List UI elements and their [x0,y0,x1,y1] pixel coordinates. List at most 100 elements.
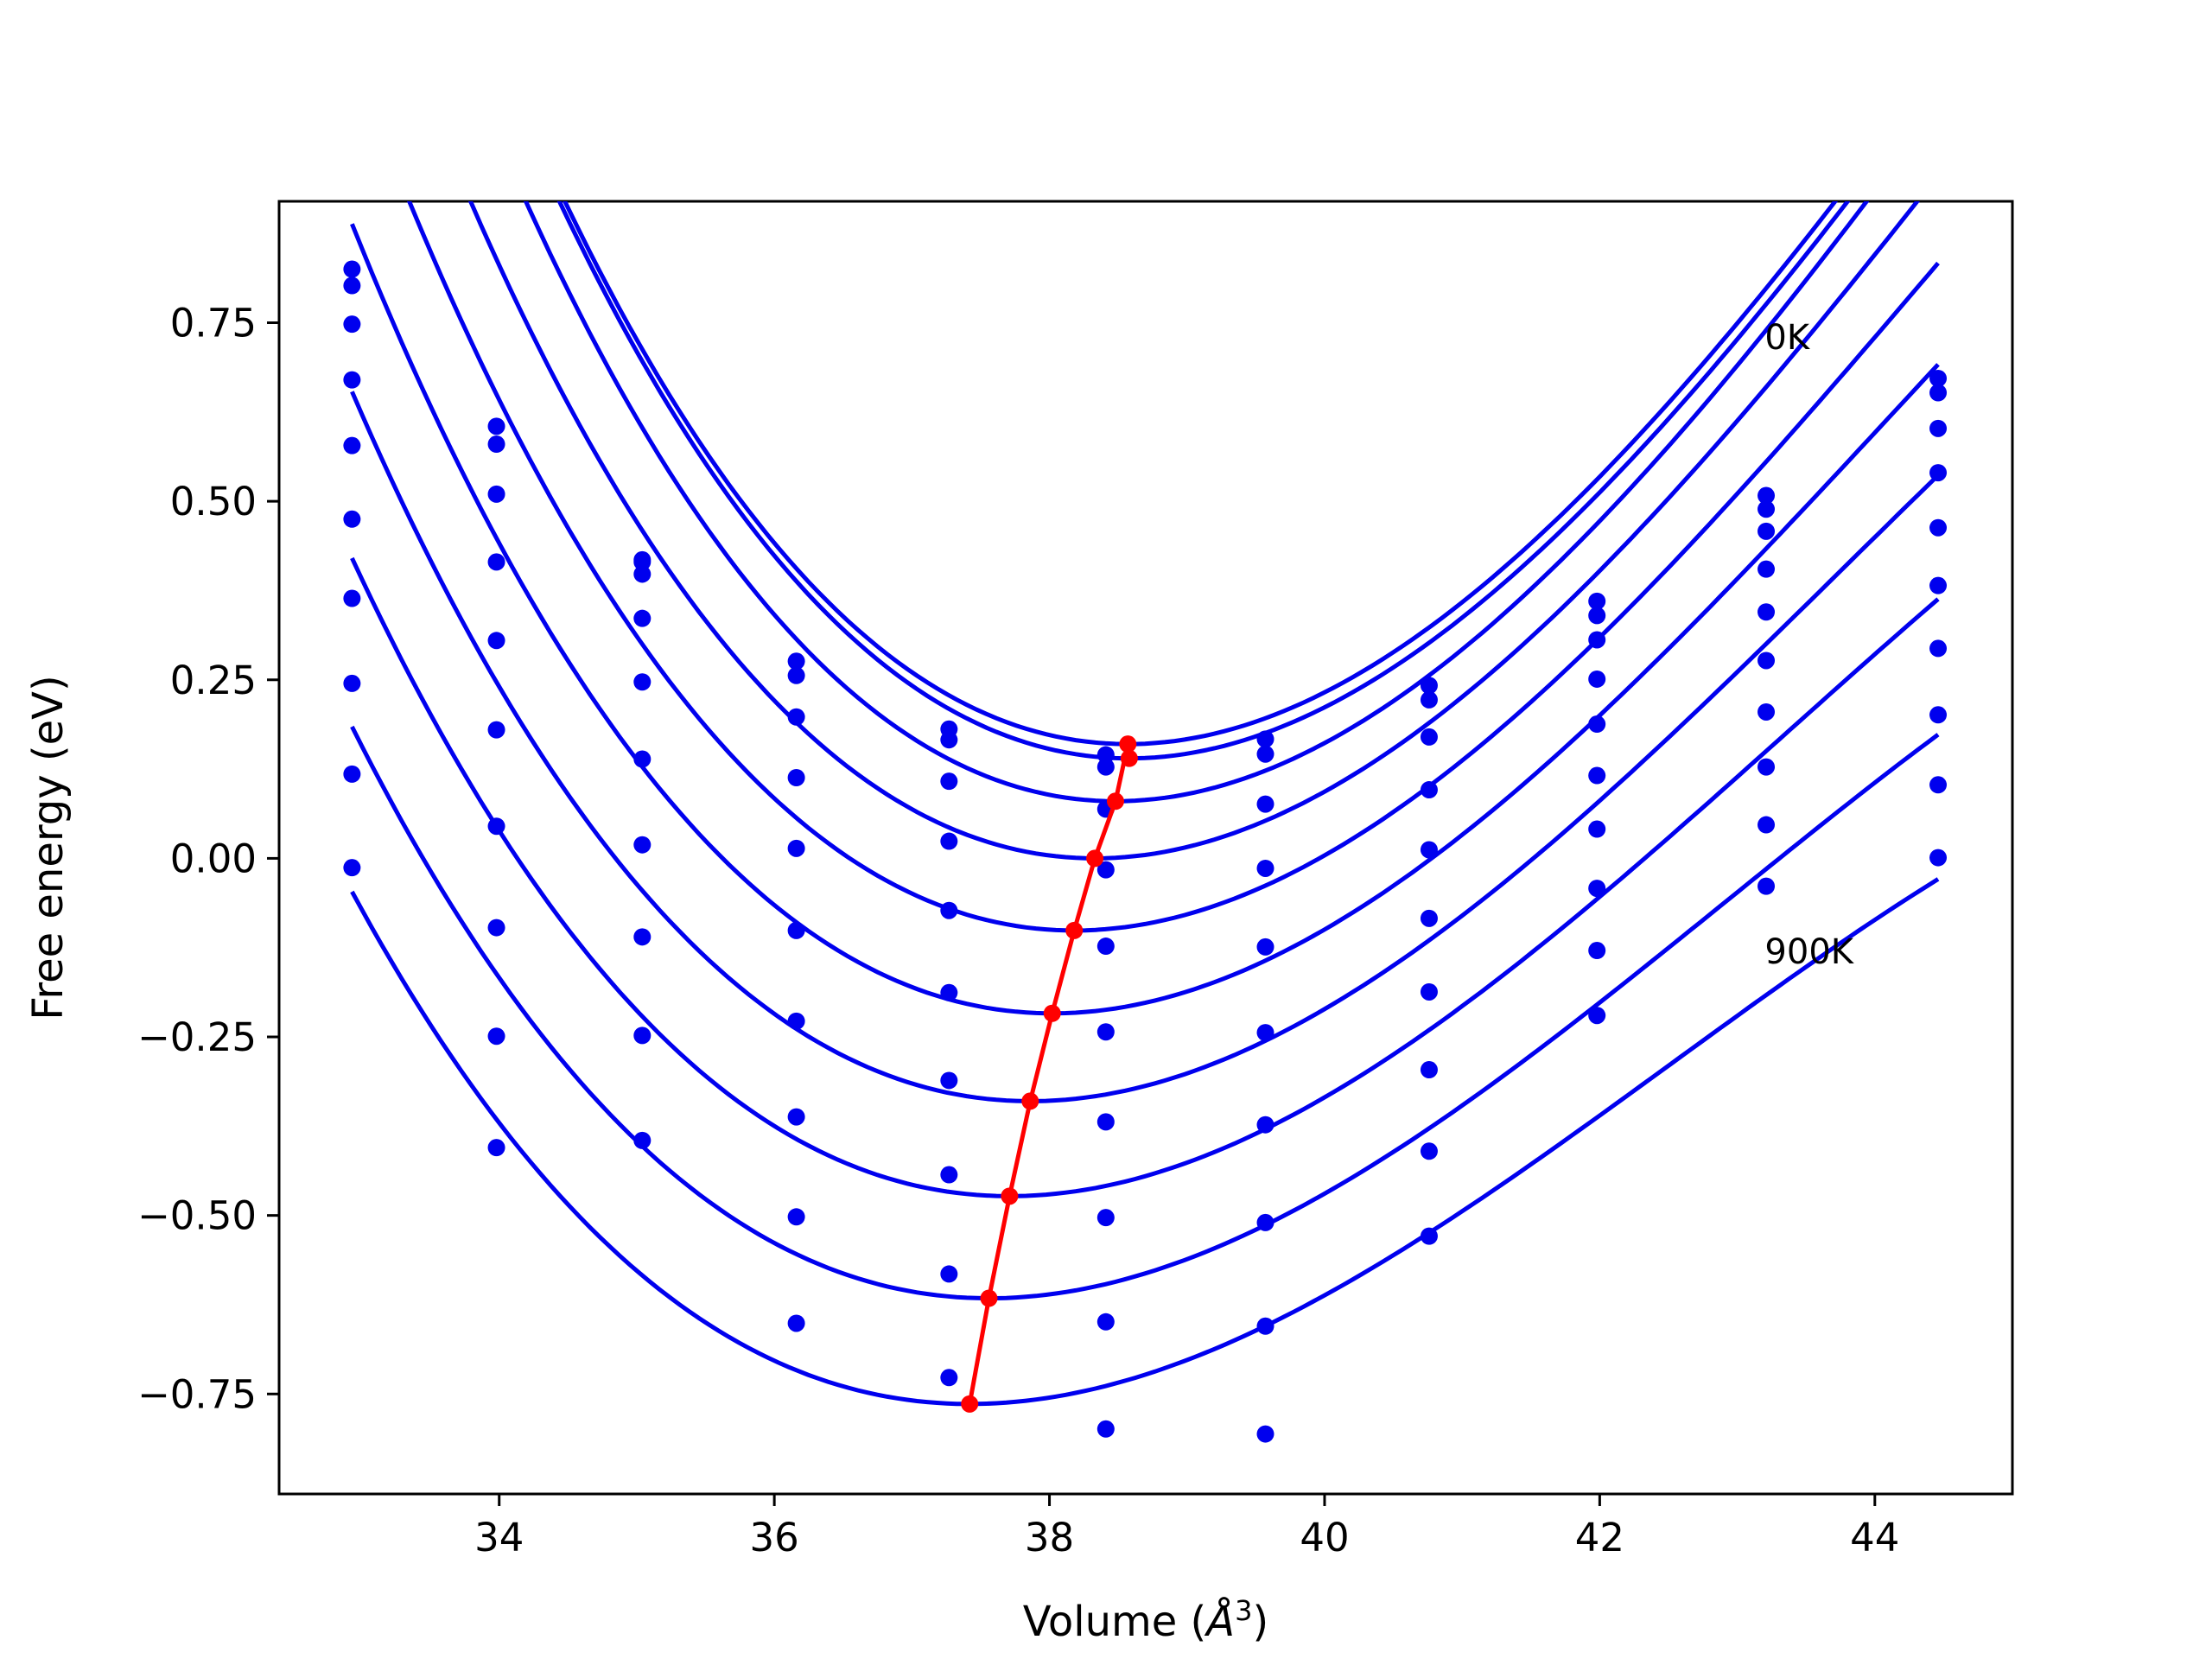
data-point [1256,730,1274,748]
annotation-label: 0K [1764,318,1810,358]
data-point [1420,728,1438,746]
data-point [343,510,361,528]
minimum-point [1106,792,1124,810]
fit-curve-6 [350,391,1940,1103]
data-point [1420,690,1438,709]
data-point [633,928,652,946]
data-point [487,918,505,937]
x-tick-label: 42 [1575,1515,1624,1560]
data-point [940,772,958,791]
annotations: 0K 900K [1764,318,1854,972]
data-point [1929,384,1948,402]
fit-curve-7 [350,556,1940,1198]
data-point [487,1139,505,1157]
data-point [1256,859,1274,877]
data-point [1929,464,1948,482]
data-point [787,708,805,726]
data-point [940,832,958,850]
data-point [1758,652,1776,670]
fit-curve-4 [406,201,1940,933]
x-tick-label: 38 [1025,1515,1074,1560]
minimum-point [1119,735,1137,753]
data-point [633,565,652,583]
data-point [787,666,805,684]
data-point [633,609,652,627]
data-point [1096,938,1115,956]
data-point [487,817,505,836]
data-point [1420,677,1438,695]
data-point [1929,369,1948,387]
data-point [1758,500,1776,518]
data-point [1758,560,1776,578]
data-point [487,417,505,435]
data-point [940,1369,958,1387]
fit-curve-0 [562,201,1839,747]
y-tick-label: −0.75 [137,1371,257,1417]
minimum-line-path [967,743,1132,1405]
data-point [633,553,652,571]
data-point [787,652,805,671]
data-point [1096,1313,1115,1331]
data-point [633,673,652,691]
data-point [1420,1061,1438,1079]
data-point [1758,522,1776,540]
data-point [1420,1142,1438,1160]
data-point [1256,938,1274,956]
data-point [1929,706,1948,724]
data-point [940,901,958,919]
minimum-point [1001,1187,1019,1205]
minimum-point [1065,921,1084,939]
data-point [343,276,361,295]
minimum-point [1120,749,1138,767]
data-point [343,674,361,692]
data-point [1588,670,1606,688]
x-tick-label: 44 [1850,1515,1899,1560]
data-point [343,765,361,783]
y-tick-label: −0.50 [137,1193,257,1239]
minimum-point [1043,1004,1061,1022]
data-point [940,731,958,749]
data-point [1758,816,1776,834]
data-point [633,1131,652,1149]
data-point [343,371,361,389]
data-point [1758,877,1776,895]
data-point [1256,1425,1274,1443]
data-point [1256,1116,1274,1134]
x-tick-label: 36 [750,1515,799,1560]
y-axis: −0.75 −0.50 −0.25 0.00 0.25 0.50 0.75 [137,301,279,1417]
data-point [1758,603,1776,621]
data-point [1588,715,1606,734]
fit-curves [350,201,1940,1407]
data-point [1420,1227,1438,1245]
data-point [787,1108,805,1126]
data-point [487,435,505,454]
data-point [787,769,805,787]
data-point [1256,1024,1274,1042]
data-point [940,1071,958,1090]
data-point [487,632,505,650]
data-point [787,839,805,857]
data-point [940,1265,958,1283]
data-point [1096,758,1115,776]
minimum-point [961,1395,979,1413]
minimum-point [1086,849,1104,868]
data-point [1420,982,1438,1001]
data-point [633,836,652,854]
annotation-label: 900K [1764,932,1854,972]
data-point [1929,518,1948,537]
data-point [633,1027,652,1045]
data-point [940,1166,958,1184]
data-point [1929,419,1948,437]
data-point [787,1314,805,1332]
data-point [487,485,505,503]
minimum-point [1021,1092,1039,1110]
data-point [1096,1113,1115,1131]
data-point [487,1027,505,1046]
data-point [1588,880,1606,898]
data-point [1588,766,1606,785]
data-point [487,553,505,571]
minimum-point [980,1289,998,1307]
y-tick-label: 0.00 [170,836,257,881]
data-point [1929,849,1948,867]
